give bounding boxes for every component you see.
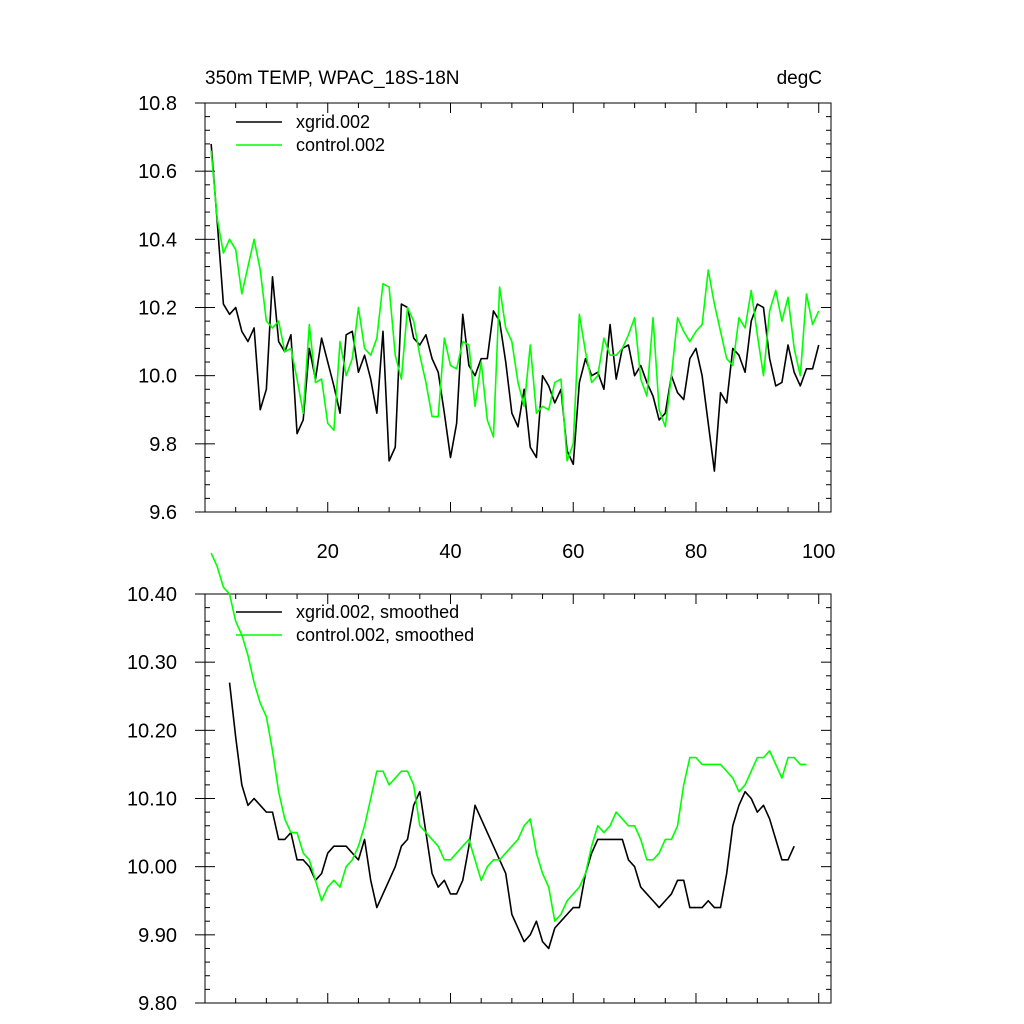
y-tick-label: 10.0 [138,366,177,388]
series-line-control [210,552,807,923]
y-tick-label: 10.40 [127,584,177,606]
series-line-xgrid [210,143,820,472]
x-tick-label: 20 [317,541,339,563]
y-tick-label: 10.8 [138,93,177,115]
axes-frame-bottom: 9.80 9.90 10.00 10.10 10.20 10.30 10.40 [127,584,832,1015]
y-tick-label: 10.10 [127,789,177,811]
axes-frame-top: 20 40 60 80 100 9.6 9.8 10.0 10.2 10.4 10.6 10.8 [138,93,835,563]
y-tick-label: 10.4 [138,229,177,251]
y-tick-label: 10.30 [127,652,177,674]
plot-frame [204,593,832,1004]
y-tick-label: 9.80 [138,993,177,1015]
units-label: degC [777,68,822,89]
legend-top: xgrid.002 control.002 [236,112,385,155]
x-tick-label: 40 [439,541,461,563]
legend-label: control.002 [296,135,385,155]
series-line-control [210,150,820,462]
y-tick-label: 9.6 [149,502,177,524]
y-tick-label: 10.20 [127,720,177,742]
y-tick-label: 9.90 [138,925,177,947]
chart-title: 350m TEMP, WPAC_18S-18N [205,68,460,89]
bottom-panel: 9.80 9.90 10.00 10.10 10.20 10.30 10.40 xgrid.… [127,552,832,1015]
legend-label: xgrid.002, smoothed [296,602,459,622]
legend-bottom: xgrid.002, smoothed control.002, smoothed [236,602,474,645]
y-tick-label: 9.8 [149,434,177,456]
legend-label: xgrid.002 [296,112,370,132]
x-tick-label: 80 [685,541,707,563]
y-tick-label: 10.00 [127,857,177,879]
series-group-top [210,143,820,472]
top-panel: 350m TEMP, WPAC_18S-18N degC 20 40 60 80 100… [138,68,835,563]
plot-frame [204,102,832,513]
y-tick-label: 10.6 [138,161,177,183]
legend-label: control.002, smoothed [296,625,474,645]
y-tick-label: 10.2 [138,298,177,320]
series-group-bottom [210,552,807,950]
x-tick-label: 60 [562,541,584,563]
x-tick-label: 100 [802,541,835,563]
series-line-xgrid [228,682,795,950]
